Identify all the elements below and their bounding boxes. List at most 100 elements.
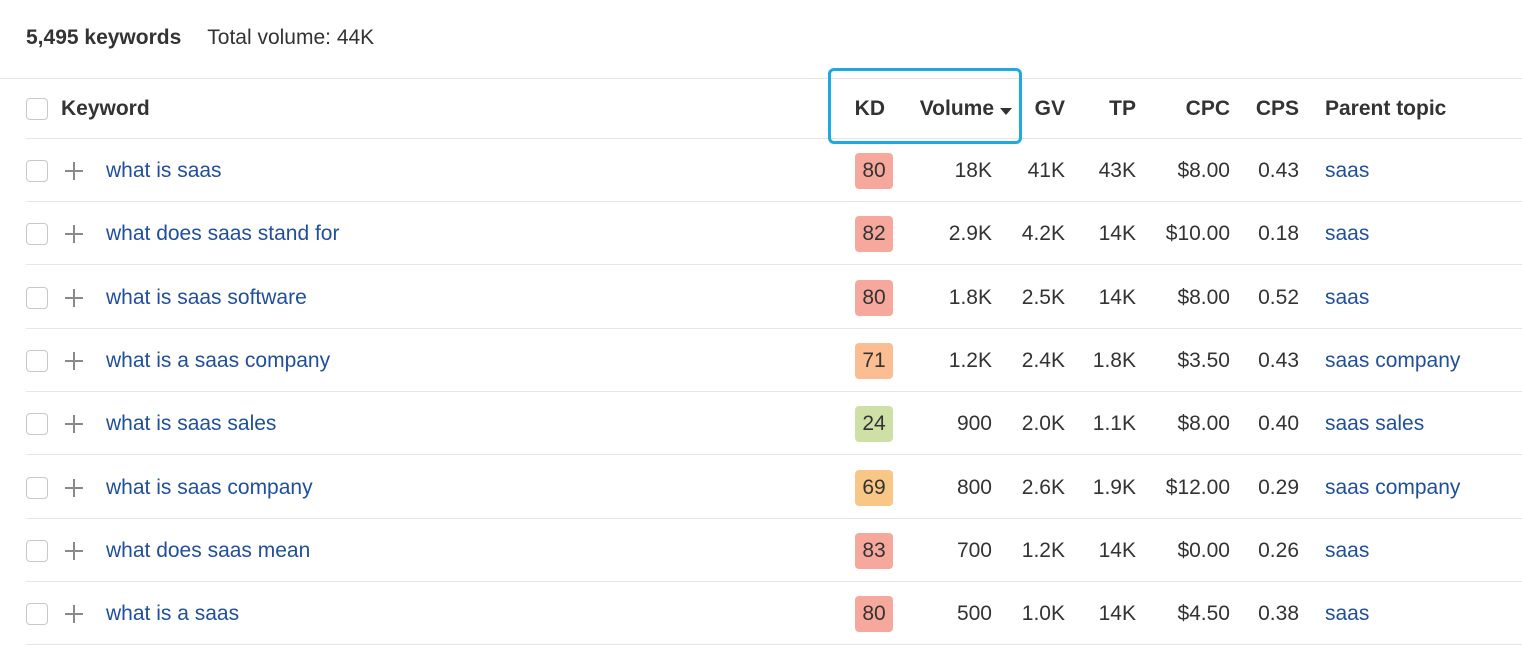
tp-value: 1.8K bbox=[1092, 348, 1136, 372]
parent-topic-link[interactable]: saas bbox=[1325, 221, 1370, 245]
cps-value: 0.43 bbox=[1258, 158, 1299, 182]
kd-badge: 82 bbox=[855, 215, 893, 252]
plus-icon[interactable] bbox=[64, 541, 84, 561]
parent-topic-link[interactable]: saas bbox=[1325, 285, 1370, 309]
row-checkbox[interactable] bbox=[26, 159, 48, 182]
cpc-value: $4.50 bbox=[1177, 601, 1230, 625]
divider bbox=[26, 644, 1522, 645]
tp-value: 43K bbox=[1098, 158, 1136, 182]
cpc-value: $3.50 bbox=[1177, 348, 1230, 372]
table-row: what does saas stand for 82 2.9K 4.2K 14… bbox=[0, 202, 1522, 265]
gv-value: 2.0K bbox=[1021, 411, 1065, 435]
parent-topic-link[interactable]: saas company bbox=[1325, 475, 1461, 499]
volume-value: 800 bbox=[956, 475, 992, 499]
divider bbox=[26, 138, 1522, 139]
gv-value: 2.5K bbox=[1021, 285, 1065, 309]
column-header-parent-topic[interactable]: Parent topic bbox=[1325, 97, 1447, 120]
kd-badge: 24 bbox=[855, 405, 893, 442]
row-checkbox[interactable] bbox=[26, 602, 48, 625]
column-header-cpc[interactable]: CPC bbox=[1185, 97, 1230, 120]
column-header-kd[interactable]: KD bbox=[854, 97, 885, 120]
tp-value: 14K bbox=[1098, 285, 1136, 309]
tp-value: 1.9K bbox=[1092, 475, 1136, 499]
select-all-checkbox[interactable] bbox=[26, 98, 48, 120]
column-header-volume-label: Volume bbox=[919, 97, 994, 120]
row-checkbox[interactable] bbox=[26, 349, 48, 372]
row-checkbox[interactable] bbox=[26, 412, 48, 435]
divider bbox=[26, 391, 1522, 392]
keyword-link[interactable]: what is saas company bbox=[106, 475, 313, 499]
divider bbox=[26, 328, 1522, 329]
table-row: what is saas software 80 1.8K 2.5K 14K $… bbox=[0, 266, 1522, 329]
plus-icon[interactable] bbox=[64, 224, 84, 244]
gv-value: 2.4K bbox=[1021, 348, 1065, 372]
plus-icon[interactable] bbox=[64, 604, 84, 624]
kd-badge: 80 bbox=[855, 279, 893, 316]
row-checkbox[interactable] bbox=[26, 476, 48, 499]
parent-topic-link[interactable]: saas bbox=[1325, 158, 1370, 182]
parent-topic-link[interactable]: saas sales bbox=[1325, 411, 1425, 435]
volume-value: 700 bbox=[956, 538, 992, 562]
table-row: what is a saas 80 500 1.0K 14K $4.50 0.3… bbox=[0, 582, 1522, 645]
plus-icon[interactable] bbox=[64, 478, 84, 498]
volume-value: 2.9K bbox=[948, 221, 992, 245]
cpc-value: $12.00 bbox=[1165, 475, 1230, 499]
gv-value: 1.0K bbox=[1021, 601, 1065, 625]
kd-badge: 80 bbox=[855, 152, 893, 189]
table-row: what is saas company 69 800 2.6K 1.9K $1… bbox=[0, 456, 1522, 519]
divider bbox=[26, 518, 1522, 519]
row-checkbox[interactable] bbox=[26, 222, 48, 245]
keyword-link[interactable]: what does saas mean bbox=[106, 538, 311, 562]
keyword-link[interactable]: what is a saas bbox=[106, 601, 240, 625]
column-header-gv[interactable]: GV bbox=[1034, 97, 1065, 120]
cpc-value: $8.00 bbox=[1177, 411, 1230, 435]
cps-value: 0.38 bbox=[1258, 601, 1299, 625]
divider bbox=[26, 201, 1522, 202]
keyword-count: 5,495 keywords bbox=[26, 26, 182, 49]
cps-value: 0.29 bbox=[1258, 475, 1299, 499]
plus-icon[interactable] bbox=[64, 414, 84, 434]
row-checkbox[interactable] bbox=[26, 539, 48, 562]
plus-icon[interactable] bbox=[64, 161, 84, 181]
keyword-link[interactable]: what is saas sales bbox=[106, 411, 277, 435]
column-header-tp[interactable]: TP bbox=[1109, 97, 1136, 120]
column-header-keyword[interactable]: Keyword bbox=[61, 97, 150, 120]
row-checkbox[interactable] bbox=[26, 286, 48, 309]
divider bbox=[26, 264, 1522, 265]
kd-badge: 80 bbox=[855, 595, 893, 632]
cpc-value: $8.00 bbox=[1177, 158, 1230, 182]
tp-value: 1.1K bbox=[1092, 411, 1136, 435]
results-summary: 5,495 keywords Total volume: 44K bbox=[26, 24, 374, 52]
volume-value: 18K bbox=[954, 158, 992, 182]
column-header-cps[interactable]: CPS bbox=[1255, 97, 1299, 120]
column-header-volume[interactable]: Volume bbox=[900, 79, 1012, 139]
keyword-link[interactable]: what is a saas company bbox=[106, 348, 331, 372]
cps-value: 0.52 bbox=[1258, 285, 1299, 309]
plus-icon[interactable] bbox=[64, 288, 84, 308]
keyword-link[interactable]: what is saas software bbox=[106, 285, 307, 309]
kd-badge: 83 bbox=[855, 532, 893, 569]
cpc-value: $10.00 bbox=[1165, 221, 1230, 245]
keyword-link[interactable]: what does saas stand for bbox=[106, 221, 340, 245]
gv-value: 4.2K bbox=[1021, 221, 1065, 245]
plus-icon[interactable] bbox=[64, 351, 84, 371]
parent-topic-link[interactable]: saas bbox=[1325, 601, 1370, 625]
cps-value: 0.40 bbox=[1258, 411, 1299, 435]
parent-topic-link[interactable]: saas bbox=[1325, 538, 1370, 562]
table-row: what does saas mean 83 700 1.2K 14K $0.0… bbox=[0, 519, 1522, 582]
cps-value: 0.18 bbox=[1258, 221, 1299, 245]
kd-badge: 69 bbox=[855, 469, 893, 506]
table-row: what is saas 80 18K 41K 43K $8.00 0.43 s… bbox=[0, 139, 1522, 202]
kd-badge: 71 bbox=[855, 342, 893, 379]
divider bbox=[26, 454, 1522, 455]
cpc-value: $8.00 bbox=[1177, 285, 1230, 309]
keyword-link[interactable]: what is saas bbox=[106, 158, 222, 182]
volume-value: 900 bbox=[956, 411, 992, 435]
total-volume: Total volume: 44K bbox=[207, 26, 375, 49]
cps-value: 0.26 bbox=[1258, 538, 1299, 562]
volume-value: 1.8K bbox=[948, 285, 992, 309]
parent-topic-link[interactable]: saas company bbox=[1325, 348, 1461, 372]
table-header: Keyword KD Volume GV TP CPC CPS Parent t… bbox=[0, 79, 1522, 139]
volume-value: 1.2K bbox=[948, 348, 992, 372]
